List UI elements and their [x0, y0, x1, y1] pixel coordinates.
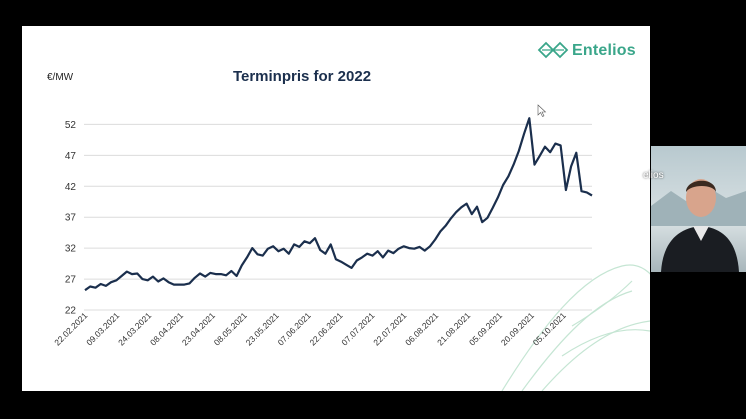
- x-tick-label: 09.03.2021: [84, 310, 121, 347]
- y-tick-label: 47: [65, 151, 77, 162]
- series-line: [84, 117, 593, 292]
- y-tick-label: 52: [65, 120, 77, 131]
- x-tick-label: 23.05.2021: [244, 310, 281, 347]
- presenter-video: [651, 146, 746, 272]
- x-tick-label: 22.06.2021: [307, 310, 344, 347]
- webcam-feed: [651, 146, 746, 272]
- webcam-overlay-text: elios: [643, 170, 664, 181]
- x-tick-label: 07.07.2021: [339, 310, 376, 347]
- x-tick-label: 05.09.2021: [467, 310, 504, 347]
- x-tick-label: 20.09.2021: [499, 310, 536, 347]
- y-tick-label: 32: [65, 244, 77, 255]
- x-tick-label: 24.03.2021: [116, 310, 153, 347]
- presentation-slide: 22 27 32 37 42 47 52 22.02.2021 09.03.2021 24.03…: [22, 26, 650, 391]
- x-tick-label: 08.04.2021: [148, 310, 185, 347]
- y-tick-label: 42: [65, 182, 77, 193]
- x-tick-label: 05.10.2021: [531, 310, 568, 347]
- x-tick-label: 07.06.2021: [276, 310, 313, 347]
- x-tick-label: 08.05.2021: [212, 310, 249, 347]
- brand-name: Entelios: [572, 42, 636, 59]
- x-tick-label: 22.07.2021: [371, 310, 408, 347]
- y-tick-label: 37: [65, 213, 77, 224]
- y-tick-label: 27: [65, 275, 77, 286]
- y-axis-label: €/MW: [47, 72, 74, 83]
- entelios-logo-icon: [537, 41, 569, 59]
- background-mountain-decoration: [501, 264, 650, 391]
- chart-title: Terminpris for 2022: [232, 68, 372, 85]
- x-tick-label: 21.08.2021: [435, 310, 472, 347]
- x-tick-label: 23.04.2021: [180, 310, 217, 347]
- x-tick-label: 06.08.2021: [403, 310, 440, 347]
- y-tick-label: 22: [65, 306, 77, 317]
- mouse-cursor-icon: [537, 104, 547, 117]
